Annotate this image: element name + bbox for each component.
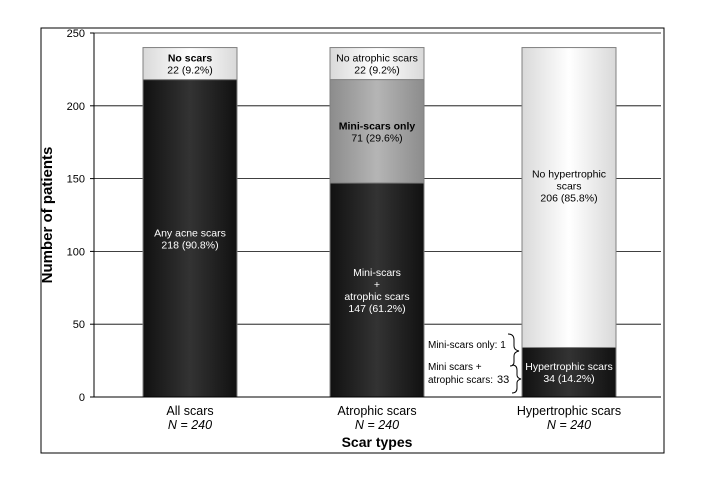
bar-segment xyxy=(142,47,238,81)
y-tick-label: 150 xyxy=(67,174,85,186)
segment-label: No hypertrophic xyxy=(532,169,606,181)
bar-segment xyxy=(142,79,238,398)
mini-scar-annotation: Mini-scars only: 1 Mini scars + atrophic… xyxy=(428,333,522,394)
segment-label: 206 (85.8%) xyxy=(540,193,597,205)
bar-segment xyxy=(329,47,425,81)
annotation-mini-only: Mini-scars only: 1 xyxy=(428,340,506,351)
segment-label: 147 (61.2%) xyxy=(348,303,405,315)
y-tick-label: 100 xyxy=(67,246,85,258)
annotation-brace-top xyxy=(507,333,520,367)
segment-label: Mini-scars xyxy=(353,267,401,279)
segment-label: scars xyxy=(556,181,581,193)
segment-label: No scars xyxy=(168,53,213,65)
annotation-mini-atrophic-value: 33 xyxy=(497,374,509,386)
segment-label: Hypertrophic scars xyxy=(525,361,613,373)
annotation-mini-atrophic-line2: atrophic scars: xyxy=(428,375,493,386)
y-tick-label: 200 xyxy=(67,101,85,113)
x-tick-label: Atrophic scars xyxy=(337,404,416,418)
annotation-mini-atrophic-line1: Mini scars + xyxy=(428,362,482,373)
y-tick-label: 0 xyxy=(79,392,85,404)
y-tick-label: 50 xyxy=(73,319,85,331)
x-tick-label: All scars xyxy=(166,404,213,418)
x-tick-n-label: N = 240 xyxy=(168,418,212,432)
segment-label: atrophic scars xyxy=(344,291,409,303)
x-tick-label: Hypertrophic scars xyxy=(517,404,621,418)
segment-label: 34 (14.2%) xyxy=(543,373,594,385)
segment-label: 218 (90.8%) xyxy=(161,239,218,251)
segment-label: Any acne scars xyxy=(154,227,226,239)
segment-label: Mini-scars only xyxy=(339,120,416,132)
segment-label: 22 (9.2%) xyxy=(354,65,400,77)
x-axis-title: Scar types xyxy=(342,434,413,450)
segment-label: 22 (9.2%) xyxy=(167,65,213,77)
bar-segment xyxy=(329,182,425,398)
annotation-brace-bottom xyxy=(511,364,522,394)
segment-label: 71 (29.6%) xyxy=(351,132,402,144)
chart-frame xyxy=(40,27,665,454)
segment-label: + xyxy=(374,279,380,291)
x-tick-n-label: N = 240 xyxy=(355,418,399,432)
segment-label: No atrophic scars xyxy=(336,53,418,65)
x-tick-n-label: N = 240 xyxy=(547,418,591,432)
bar-segment xyxy=(521,47,617,348)
bar-segment xyxy=(329,79,425,184)
y-tick-label: 250 xyxy=(67,28,85,40)
y-tick-labels: 0 50 100 150 200 250 xyxy=(67,28,94,404)
y-axis-title: Number of patients xyxy=(39,147,56,284)
